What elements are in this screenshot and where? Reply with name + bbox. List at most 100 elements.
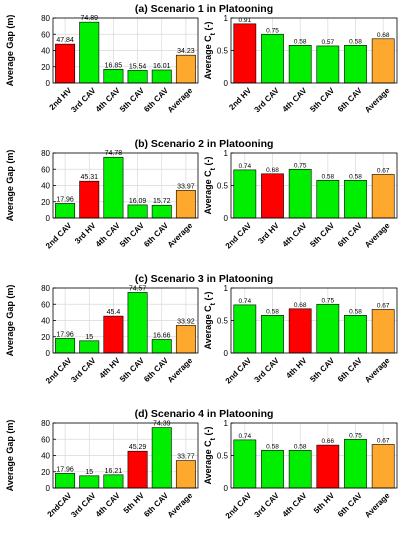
x-tick-label: 4th CAV [94,86,122,114]
data-label: 16.21 [105,468,123,475]
x-tick-label: 4th CAV [281,221,309,249]
bar-3rd-cav [79,475,100,489]
bar-6th-cav [151,69,172,84]
bar-2nd-cav [233,169,257,219]
x-tick-label: 4th CAV [94,221,122,249]
bar-average [175,190,196,219]
x-tick-label: 2nd CAV [44,356,74,386]
bar-4th-cav [103,156,124,219]
bar-3rd-cav [261,449,284,489]
data-label: 17.96 [56,466,74,473]
chart-title: (a) Scenario 1 in Platooning [135,3,273,15]
y-tick-label: 20 [41,198,50,207]
bar-4th-hv [288,308,312,354]
bar-average [371,309,395,354]
y-tick-label: 60 [41,300,50,309]
data-label: 33.92 [177,318,195,325]
bar-4th-cav [288,449,312,489]
y-axis-label: Average Ct (-) [203,291,217,349]
data-label: 16.85 [105,62,123,69]
bar-5th-cav [127,70,148,84]
y-tick-label: 0 [224,349,229,358]
bar-5th-hv [316,444,340,489]
x-tick-label: 5th CAV [118,86,146,114]
y-tick-label: 0.5 [217,182,229,191]
y-tick-label: 60 [41,165,50,174]
data-label: 74.78 [105,150,123,157]
data-label: 16.01 [153,63,171,70]
data-label: 0.58 [349,38,362,45]
x-tick-label: 3rd CAV [253,356,282,385]
chart-panel-8: 0.74 0.58 0.58 0.66 0.75 0.67 0 0.5 1 Average Ct … [203,419,398,521]
data-label: 15.72 [153,198,171,205]
data-label: 0.68 [266,167,279,174]
x-tick-label: 3rd CAV [253,491,282,520]
x-tick-label: 2nd CAV [44,221,74,251]
bar-6th-cav [151,204,172,219]
data-label: 0.91 [239,17,252,24]
y-tick-label: 40 [41,452,50,461]
data-label: 0.75 [322,297,335,304]
bar-average [371,38,395,84]
bar-4th-cav [103,69,124,84]
y-tick-label: 40 [41,317,50,326]
bar-2nd-cav [55,203,76,219]
x-tick-label: Average [166,491,195,520]
chart-panel-2: 0.91 0.75 0.58 0.57 0.58 0.68 0 0.5 1 Average Ct … [203,14,398,115]
x-tick-label: 5th CAV [308,356,336,384]
data-label: 0.74 [239,298,252,305]
x-tick-label: Average [363,221,392,250]
bar-average [371,174,395,219]
bar-4th-cav [103,474,124,489]
data-label: 0.58 [322,173,335,180]
bar-6th-cav [344,314,367,354]
data-label: 74.57 [129,285,147,292]
y-axis-label: Average Ct (-) [203,21,217,79]
bar-5th-hv [127,450,148,489]
data-label: 45.29 [129,444,147,451]
y-tick-label: 80 [41,419,50,428]
bar-5th-cav [127,292,148,354]
x-tick-label: 4th CAV [94,491,122,519]
bar-4th-cav [288,168,312,219]
bar-6th-cav [151,427,172,489]
data-label: 33.97 [177,183,195,190]
data-label: 0.67 [377,302,390,309]
bar-2nd-hv [233,23,257,84]
bar-6th-cav [344,44,367,84]
data-label: 17.96 [56,196,74,203]
y-tick-label: 1 [224,284,229,293]
bar-2nd-hv [55,43,76,84]
y-tick-label: 20 [41,333,50,342]
y-tick-label: 80 [41,14,50,23]
x-tick-label: 3rd HV [256,221,281,246]
data-label: 0.75 [266,27,279,34]
y-axis-label: Average Gap (m) [5,150,15,222]
x-tick-label: 2nd CAV [224,356,254,386]
y-tick-label: 80 [41,149,50,158]
bar-average [175,54,196,84]
x-tick-label: 4th HV [284,356,309,381]
data-label: 0.58 [266,443,279,450]
x-tick-label: Average [363,86,392,115]
data-label: 0.74 [239,163,252,170]
x-tick-label: 5th CAV [308,86,336,114]
x-tick-label: 3rd CAV [69,356,98,385]
x-tick-label: 5th CAV [118,356,146,384]
data-label: 0.58 [294,443,307,450]
x-tick-label: Average [166,86,195,115]
x-tick-label: 2nd CAV [224,221,254,251]
y-axis-label: Average Gap (m) [5,285,15,357]
y-tick-label: 40 [41,182,50,191]
y-tick-label: 60 [41,435,50,444]
bar-3rd-cav [261,314,284,354]
data-label: 0.58 [266,308,279,315]
x-tick-label: 5th CAV [118,221,146,249]
x-tick-label: 4th CAV [281,491,309,519]
y-tick-label: 60 [41,30,50,39]
bar-3rd-hv [261,173,284,219]
data-label: 15.54 [129,63,147,70]
x-tick-label: 6th CAV [336,221,364,249]
